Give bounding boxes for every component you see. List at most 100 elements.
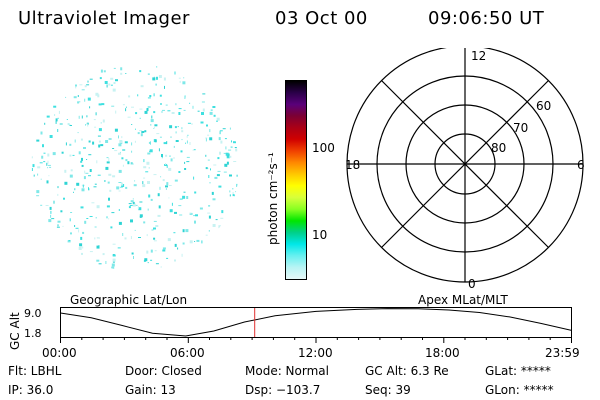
speckle bbox=[57, 186, 59, 189]
speckle bbox=[212, 224, 216, 227]
speckle bbox=[131, 150, 133, 153]
speckle bbox=[49, 206, 52, 210]
speckle bbox=[161, 157, 163, 159]
speckle bbox=[69, 143, 72, 146]
speckle bbox=[146, 234, 148, 237]
speckle bbox=[229, 155, 232, 158]
speckle bbox=[47, 167, 49, 169]
speckle bbox=[226, 161, 229, 165]
speckle bbox=[163, 142, 167, 145]
speckle bbox=[181, 130, 184, 133]
speckle bbox=[153, 220, 157, 222]
speckle bbox=[69, 174, 73, 178]
speckle bbox=[153, 227, 156, 230]
speckle bbox=[205, 138, 207, 142]
speckle bbox=[89, 169, 92, 172]
speckle bbox=[144, 130, 147, 133]
speckle bbox=[101, 103, 105, 106]
speckle bbox=[47, 164, 51, 166]
speckle bbox=[235, 148, 238, 152]
speckle bbox=[119, 151, 121, 153]
altitude-curve bbox=[60, 308, 572, 337]
speckle bbox=[229, 194, 231, 197]
speckle bbox=[85, 124, 86, 126]
speckle bbox=[54, 114, 56, 116]
speckle bbox=[69, 154, 72, 157]
plot-frame bbox=[60, 307, 572, 338]
speckle bbox=[43, 152, 46, 154]
speckle bbox=[187, 122, 191, 124]
speckle bbox=[118, 143, 122, 147]
speckle bbox=[111, 263, 115, 267]
speckle bbox=[46, 180, 49, 184]
speckle bbox=[46, 162, 48, 166]
speckle bbox=[124, 237, 127, 240]
speckle bbox=[104, 81, 108, 84]
speckle bbox=[49, 166, 52, 168]
colorbar-tick-100: 100 bbox=[312, 141, 335, 155]
colorbar-tick-10: 10 bbox=[312, 228, 328, 242]
speckle bbox=[65, 96, 67, 98]
speckle bbox=[174, 126, 177, 129]
speckle bbox=[219, 151, 221, 155]
speckle bbox=[186, 156, 190, 158]
speckle bbox=[64, 181, 68, 185]
speckle bbox=[166, 164, 168, 168]
speckle bbox=[75, 86, 77, 89]
status-door: Door: Closed bbox=[125, 364, 202, 378]
speckle bbox=[143, 166, 147, 169]
speckle bbox=[108, 173, 112, 176]
speckle bbox=[159, 136, 162, 138]
speckle bbox=[145, 171, 149, 173]
speckle bbox=[100, 144, 104, 147]
speckle bbox=[153, 174, 157, 176]
speckle bbox=[120, 72, 123, 75]
speckle bbox=[235, 191, 237, 193]
speckle bbox=[100, 122, 102, 124]
speckle bbox=[177, 126, 179, 128]
speckle bbox=[163, 77, 166, 81]
speckle bbox=[82, 184, 84, 188]
speckle bbox=[66, 119, 68, 120]
speckle bbox=[207, 134, 210, 136]
speckle bbox=[50, 214, 52, 218]
speckle bbox=[118, 182, 122, 183]
speckle bbox=[73, 191, 74, 193]
speckle bbox=[64, 169, 67, 173]
speckle bbox=[228, 149, 232, 151]
speckle bbox=[55, 120, 57, 124]
speckle bbox=[205, 137, 208, 139]
speckle bbox=[122, 164, 124, 167]
speckle bbox=[162, 249, 166, 252]
speckle bbox=[48, 175, 50, 177]
speckle bbox=[143, 221, 146, 224]
speckle bbox=[70, 232, 72, 235]
speckle bbox=[119, 186, 123, 188]
mlt-label-12: 12 bbox=[471, 49, 486, 63]
speckle bbox=[220, 217, 224, 219]
speckle bbox=[78, 229, 80, 233]
speckle bbox=[91, 202, 95, 204]
speckle bbox=[178, 108, 182, 110]
speckle bbox=[209, 137, 213, 141]
speckle bbox=[134, 229, 136, 231]
speckle bbox=[148, 194, 151, 198]
speckle bbox=[86, 84, 90, 86]
speckle bbox=[148, 141, 151, 144]
speckle bbox=[189, 212, 192, 214]
speckle bbox=[129, 205, 133, 206]
speckle bbox=[135, 128, 136, 130]
speckle bbox=[216, 117, 220, 121]
colorbar-axis-label: photon cm⁻²s⁻¹ bbox=[266, 152, 280, 245]
speckle bbox=[155, 83, 157, 86]
speckle bbox=[74, 188, 76, 191]
speckle bbox=[158, 148, 160, 152]
speckle bbox=[97, 174, 101, 176]
speckle bbox=[140, 133, 143, 137]
speckle bbox=[149, 95, 152, 97]
speckle bbox=[96, 245, 100, 249]
speckle bbox=[139, 130, 143, 132]
speckle bbox=[224, 163, 228, 167]
status-ip: IP: 36.0 bbox=[8, 383, 54, 397]
speckle bbox=[57, 220, 61, 223]
